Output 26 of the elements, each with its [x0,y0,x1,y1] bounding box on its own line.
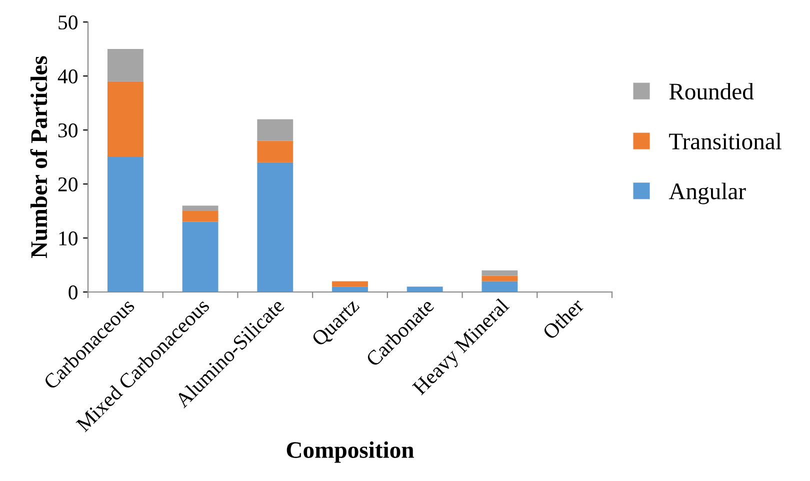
bar [482,276,518,282]
bar [257,162,294,292]
bar [257,140,294,162]
bar [182,211,218,222]
bar [332,281,368,287]
y-tick-label: 50 [58,15,78,30]
y-tick-label: 30 [58,123,78,138]
bar [107,157,144,292]
bar [182,222,218,292]
bar [182,206,218,211]
legend-label: Transitional [669,132,782,150]
y-tick-label: 0 [68,285,78,300]
legend-label: Rounded [669,82,754,100]
bar [406,286,443,292]
y-tick-label: 10 [59,231,78,246]
bar [107,49,144,82]
bar [482,270,518,276]
y-tick-label: 40 [58,69,78,84]
x-axis-title: Composition [286,441,414,463]
bar [482,281,518,292]
legend-label: Angular [668,182,746,204]
bar [107,81,144,157]
y-axis-title: Number of Particles [30,56,48,258]
y-tick-label: 20 [58,177,78,192]
bar [332,286,368,292]
bar [257,119,294,141]
